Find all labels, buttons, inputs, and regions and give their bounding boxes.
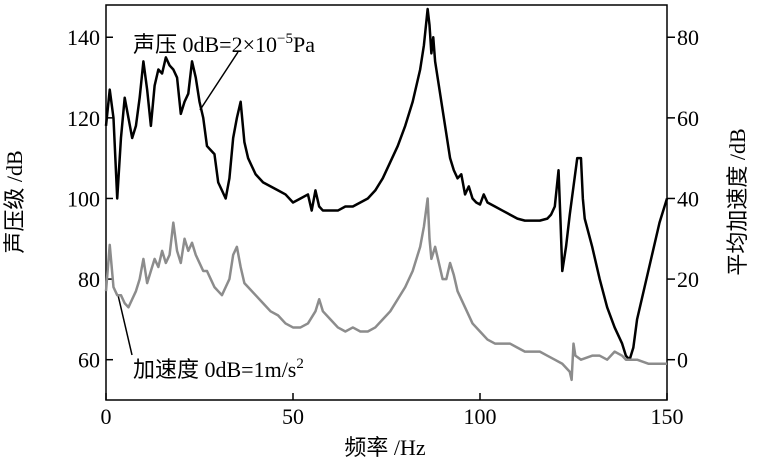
x-tick-label: 150: [651, 404, 684, 429]
annotation-text: Pa: [293, 32, 315, 57]
annotation-text: 声压 0dB=2×10: [133, 32, 277, 57]
y2-tick-label: 20: [677, 267, 699, 292]
y2-tick-label: 0: [677, 348, 688, 373]
series-line: [104, 197, 667, 382]
annotation: 声压 0dB=2×10−5Pa: [133, 31, 315, 57]
x-axis-label: 频率 /Hz: [344, 435, 426, 460]
x-tick-label: 0: [101, 404, 112, 429]
y-axis-label: 声压级 /dB: [2, 150, 27, 253]
y2-tick-label: 40: [677, 186, 699, 211]
x-tick-label: 50: [282, 404, 304, 429]
y2-tick-label: 80: [677, 25, 699, 50]
x-tick-label: 100: [464, 404, 497, 429]
y-tick-label: 100: [67, 186, 100, 211]
y-tick-label: 120: [67, 106, 100, 131]
series-line: [104, 7, 669, 361]
annotation-text: 加速度 0dB=1m/s: [133, 357, 296, 382]
annotation: 加速度 0dB=1m/s2: [133, 356, 304, 382]
y-tick-label: 140: [67, 25, 100, 50]
annotation-sup: −5: [277, 31, 293, 47]
y2-tick-label: 60: [677, 106, 699, 131]
leader-line: [117, 294, 133, 356]
y-tick-label: 80: [78, 267, 100, 292]
leader-line: [199, 51, 239, 111]
y2-axis-label: 平均加速度 /dB: [725, 128, 750, 275]
annotation-sup: 2: [296, 356, 304, 372]
y-tick-label: 60: [78, 348, 100, 373]
